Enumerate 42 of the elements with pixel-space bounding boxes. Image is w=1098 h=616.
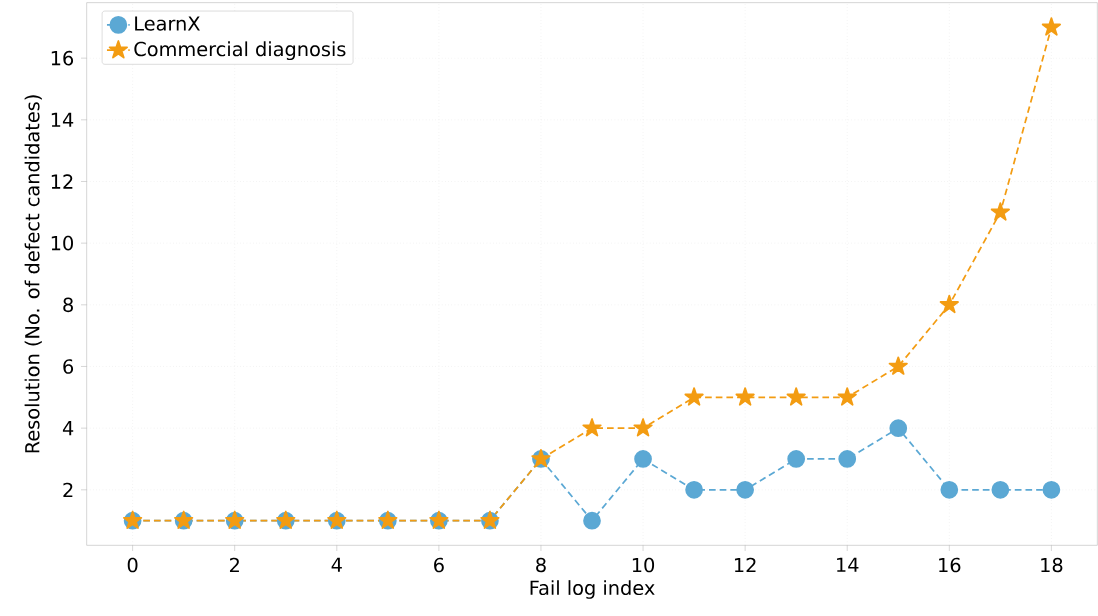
- y-tick-label: 12: [51, 174, 73, 189]
- point: [736, 480, 755, 499]
- point: [888, 356, 908, 375]
- point: [991, 480, 1010, 499]
- x-tick-label: 14: [837, 557, 859, 572]
- y-tick-label: 14: [51, 112, 74, 127]
- y-tick-label: 16: [51, 50, 74, 66]
- x-tick-label: 12: [734, 557, 756, 573]
- point: [634, 450, 652, 468]
- point: [889, 419, 908, 438]
- point: [787, 450, 806, 468]
- point: [684, 387, 704, 406]
- point: [1042, 480, 1061, 499]
- point: [939, 294, 959, 314]
- y-tick-label: 10: [51, 235, 73, 251]
- x-tick-label: 2: [229, 557, 239, 573]
- point: [735, 387, 755, 406]
- x-tick-label: 8: [536, 557, 546, 573]
- x-tick-label: 10: [632, 557, 655, 573]
- point: [1041, 17, 1062, 36]
- point: [837, 387, 857, 406]
- legend-label: LearnX: [135, 16, 200, 31]
- point: [786, 387, 806, 406]
- point: [583, 511, 601, 530]
- x-axis-title: Fail log index: [530, 580, 655, 599]
- y-tick-label: 2: [63, 482, 73, 497]
- legend-label: Commercial diagnosis: [134, 41, 346, 61]
- y-tick-label: 6: [63, 359, 74, 374]
- y-tick-label: 8: [63, 297, 73, 313]
- x-tick-label: 4: [331, 557, 342, 572]
- y-tick-label: 4: [62, 421, 74, 436]
- point: [940, 480, 959, 499]
- x-tick-label: 0: [127, 557, 138, 573]
- x-tick-label: 6: [434, 557, 444, 573]
- point: [990, 202, 1010, 221]
- x-tick-label: 16: [939, 557, 961, 573]
- point: [685, 480, 703, 499]
- point: [838, 450, 857, 468]
- point: [633, 418, 653, 437]
- x-tick-label: 18: [1041, 557, 1063, 573]
- y-axis-title: Resolution (No. of defect candidates): [24, 95, 42, 453]
- point: [582, 418, 602, 437]
